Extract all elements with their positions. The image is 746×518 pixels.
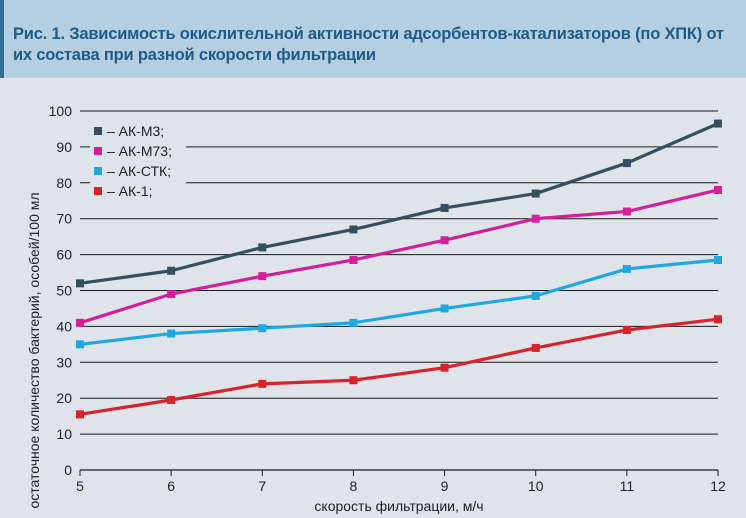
series-line-2: [79, 188, 719, 325]
legend-marker-3: [94, 167, 102, 175]
y-tick-label-80: 80: [56, 175, 72, 191]
y-axis-title: остаточное количество бактерий, особей/1…: [26, 192, 42, 508]
data-point-s4-x12: [714, 315, 722, 324]
data-point-s2-x7: [258, 272, 267, 281]
y-tick-label-20: 20: [56, 390, 72, 406]
data-point-s3-x8: [349, 318, 358, 327]
series-4: [76, 315, 722, 419]
figure-title: Рис. 1. Зависимость окислительной активн…: [13, 25, 724, 64]
data-point-s1-x5: [76, 279, 84, 288]
y-tick-label-60: 60: [56, 247, 72, 263]
axis-layer: 0 10 20 30 40 50 60 70 80 90 100 5 6 7 8 9 10 11 12 скорост…: [26, 103, 726, 514]
data-point-s1-x11: [622, 159, 631, 168]
data-point-s4-x11: [622, 325, 631, 334]
x-tick-label-9: 9: [441, 478, 449, 494]
x-axis-title: скорость фильтрации, м/ч: [314, 498, 483, 514]
series-1: [76, 119, 722, 288]
title-accent-stripe: [0, 0, 4, 78]
data-point-s3-x7: [258, 324, 267, 333]
y-tick-label-100: 100: [49, 103, 73, 119]
chart-area: 0 10 20 30 40 50 60 70 80 90 100 5 6 7 8 9 10 11 12 скорост…: [0, 78, 746, 518]
x-tick-label-11: 11: [620, 478, 635, 494]
y-tick-label-90: 90: [56, 139, 72, 155]
x-tick-label-8: 8: [350, 478, 358, 494]
series-2: [76, 185, 722, 327]
data-point-s2-x8: [349, 255, 358, 264]
data-point-s3-x9: [440, 304, 449, 313]
legend-label-1: – АК-М3;: [107, 123, 164, 139]
legend-marker-2: [94, 147, 102, 155]
data-point-s4-x5: [76, 410, 84, 419]
data-point-s2-x10: [531, 214, 540, 223]
legend-background: [90, 121, 186, 207]
data-point-s1-x7: [258, 243, 267, 252]
y-tick-label-70: 70: [56, 211, 72, 227]
line-chart: 0 10 20 30 40 50 60 70 80 90 100 5 6 7 8 9 10 11 12 скорост…: [26, 103, 726, 514]
data-point-s3-x6: [167, 329, 176, 338]
data-point-s2-x12: [714, 185, 722, 194]
data-point-s1-x8: [349, 225, 358, 234]
y-tick-label-0: 0: [64, 462, 72, 478]
legend-layer: – АК-М3; – АК-М73; – АК-СТК; – АК-1;: [90, 121, 186, 207]
x-tick-label-12: 12: [710, 478, 726, 494]
data-point-s1-x12: [714, 119, 722, 128]
legend-marker-1: [94, 127, 102, 135]
data-point-s1-x10: [531, 189, 540, 198]
data-point-s4-x9: [440, 363, 449, 372]
legend-marker-4: [94, 187, 102, 195]
data-point-s2-x11: [622, 207, 631, 216]
data-point-s4-x8: [349, 376, 358, 385]
data-point-s3-x5: [76, 340, 84, 349]
legend-label-2: – АК-М73;: [107, 143, 172, 159]
data-point-s4-x10: [531, 343, 540, 352]
x-tick-label-5: 5: [76, 478, 84, 494]
x-tick-label-6: 6: [167, 478, 175, 494]
series-line-1: [79, 122, 719, 285]
series-layer: [76, 119, 722, 419]
series-line-4: [79, 317, 719, 416]
y-tick-label-10: 10: [56, 426, 72, 442]
data-point-s4-x6: [167, 395, 176, 404]
data-point-s4-x7: [258, 379, 267, 388]
x-tick-label-7: 7: [258, 478, 266, 494]
data-point-s1-x6: [167, 266, 176, 275]
y-tick-label-50: 50: [56, 283, 72, 299]
data-point-s3-x11: [622, 264, 631, 273]
data-point-s2-x5: [76, 318, 84, 327]
legend-label-4: – АК-1;: [107, 183, 153, 199]
y-tick-label-40: 40: [56, 318, 72, 334]
data-point-s2-x6: [167, 290, 176, 299]
data-point-s3-x10: [531, 291, 540, 300]
y-tick-label-30: 30: [56, 354, 72, 370]
data-point-s3-x12: [714, 255, 722, 264]
series-3: [76, 255, 722, 349]
data-point-s2-x9: [440, 236, 449, 245]
data-point-s1-x9: [440, 203, 449, 212]
title-bar: Рис. 1. Зависимость окислительной активн…: [0, 0, 746, 78]
x-tick-label-10: 10: [528, 478, 544, 494]
series-line-3: [79, 258, 719, 346]
legend-label-3: – АК-СТК;: [107, 163, 171, 179]
